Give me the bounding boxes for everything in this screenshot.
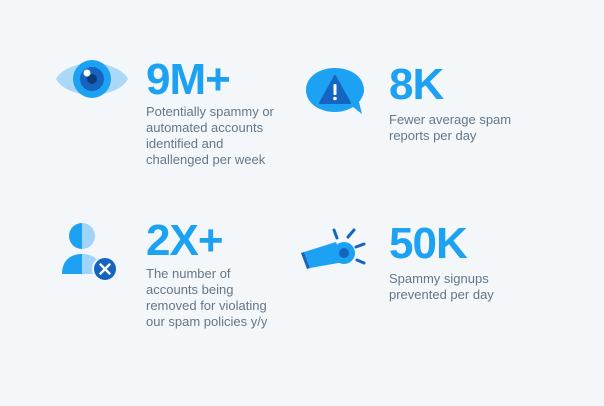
stat-description: The number of accounts being removed for… [146,266,267,330]
eye-icon [56,60,128,98]
description-line: Potentially spammy or [146,104,274,119]
description-line: Fewer average spam [389,112,512,127]
stat-description: Potentially spammy or automated accounts… [146,104,274,168]
description-line: The number of [146,266,231,281]
user-removed-icon [62,223,118,282]
description-line: reports per day [389,128,477,143]
description-line: Spammy signups [389,271,489,286]
description-line: automated accounts [146,120,264,135]
warning-speech-bubble-icon [306,68,364,114]
stat-value: 8K [389,60,444,109]
description-line: our spam policies y/y [146,314,268,329]
stat-value: 50K [389,219,468,268]
stat-description: Fewer average spam reports per day [389,112,511,144]
description-line: prevented per day [389,287,494,302]
description-line: removed for violating [146,298,267,313]
stat-value: 9M+ [146,55,231,104]
description-line: challenged per week [146,152,266,167]
stat-description: Spammy signups prevented per day [389,271,494,303]
stat-value: 2X+ [146,216,224,265]
description-line: accounts being [146,282,234,297]
description-line: identified and [146,136,224,151]
whistle-icon [301,228,366,269]
